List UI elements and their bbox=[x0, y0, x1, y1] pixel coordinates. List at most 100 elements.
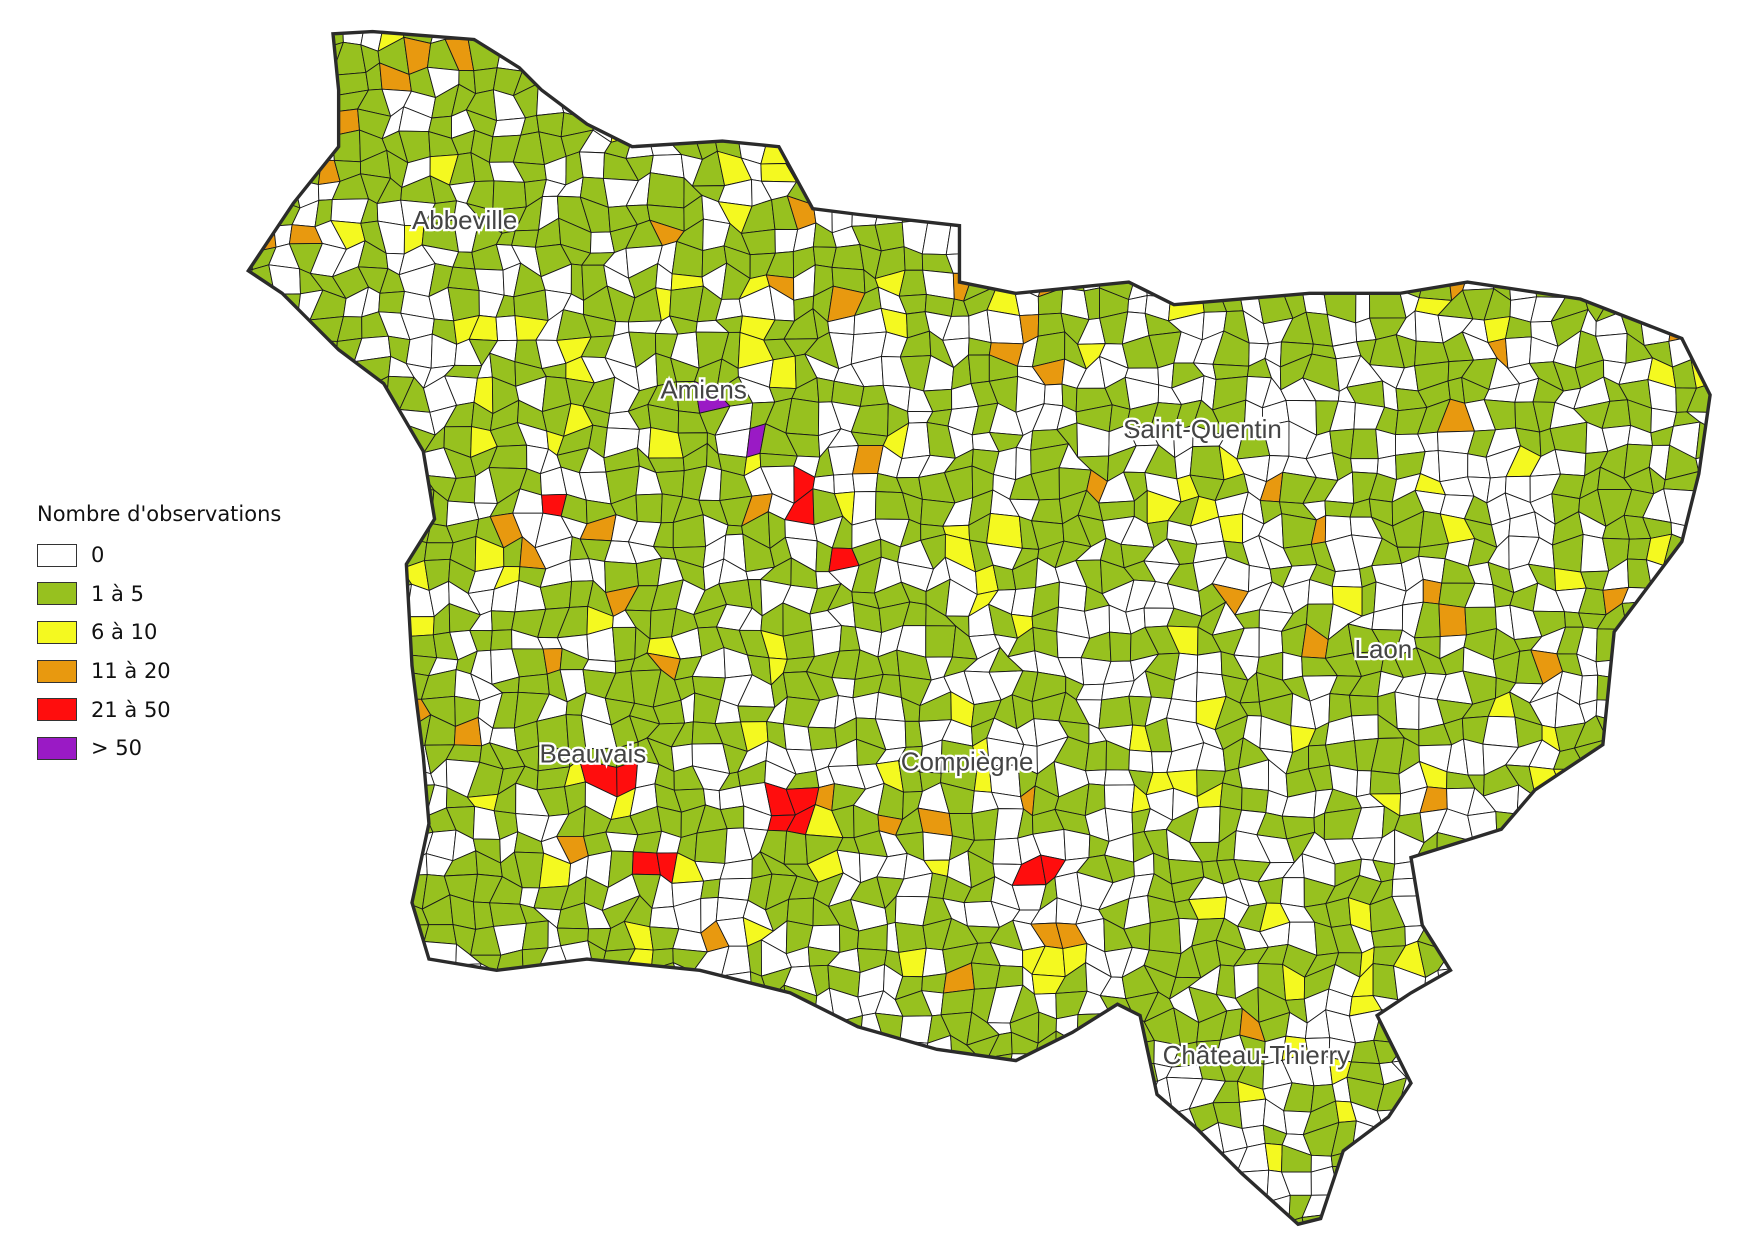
commune-cell bbox=[248, 1194, 253, 1225]
commune-cell bbox=[714, 114, 750, 143]
commune-cell bbox=[1488, 59, 1516, 97]
commune-cell bbox=[1417, 1189, 1452, 1221]
commune-cell bbox=[1007, 1078, 1046, 1104]
commune-cell bbox=[1157, 198, 1179, 232]
commune-cell bbox=[656, 87, 684, 118]
commune-cell bbox=[812, 178, 833, 211]
commune-cell bbox=[1288, 197, 1310, 229]
commune-cell bbox=[669, 1103, 704, 1127]
commune-cell bbox=[1731, 769, 1753, 798]
commune-cell bbox=[248, 316, 272, 343]
commune-cell bbox=[906, 1191, 934, 1225]
commune-cell bbox=[1578, 1126, 1600, 1153]
city-label-beauvais: Beauvais bbox=[540, 741, 647, 769]
commune-cell bbox=[378, 899, 414, 926]
commune-cell bbox=[488, 1210, 521, 1225]
commune-cell bbox=[337, 873, 368, 910]
commune-cell bbox=[872, 1080, 912, 1100]
commune-cell bbox=[1166, 83, 1195, 119]
commune-cell bbox=[674, 1124, 707, 1155]
commune-cell bbox=[1464, 924, 1491, 944]
commune-cell bbox=[786, 1103, 812, 1131]
commune-cell bbox=[1084, 176, 1111, 212]
commune-cell bbox=[380, 1167, 412, 1196]
commune-cell bbox=[291, 920, 322, 956]
commune-cell bbox=[1165, 127, 1205, 164]
commune-cell bbox=[356, 1058, 391, 1092]
commune-cell bbox=[671, 1178, 705, 1200]
commune-cell bbox=[901, 60, 933, 96]
commune-cell bbox=[948, 204, 973, 225]
commune-cell bbox=[299, 646, 322, 683]
commune-cell bbox=[311, 110, 339, 142]
commune-cell bbox=[1239, 130, 1268, 163]
commune-cell bbox=[1555, 996, 1578, 1012]
commune-cell bbox=[334, 826, 368, 862]
commune-cell bbox=[556, 61, 594, 97]
commune-cell bbox=[1528, 108, 1563, 135]
commune-cell bbox=[1260, 176, 1295, 208]
commune-cell bbox=[1030, 43, 1061, 74]
commune-cell bbox=[1327, 220, 1354, 254]
commune-cell bbox=[971, 808, 999, 841]
commune-cell bbox=[1532, 223, 1558, 255]
commune-cell bbox=[1707, 795, 1711, 816]
legend-swatch bbox=[37, 582, 77, 606]
commune-cell bbox=[996, 1193, 1015, 1217]
commune-cell bbox=[1620, 104, 1657, 140]
commune-cell bbox=[1737, 180, 1753, 211]
commune-cell bbox=[830, 1121, 867, 1152]
commune-cell bbox=[694, 88, 731, 116]
commune-cell bbox=[1598, 133, 1634, 166]
commune-cell bbox=[1514, 809, 1540, 843]
commune-cell bbox=[322, 1170, 341, 1200]
commune-cell bbox=[275, 837, 301, 851]
commune-cell bbox=[248, 42, 252, 71]
commune-cell bbox=[315, 1042, 348, 1065]
commune-cell bbox=[1438, 133, 1474, 167]
commune-cell bbox=[1015, 31, 1042, 45]
commune-cell bbox=[309, 920, 337, 956]
commune-cell bbox=[1030, 72, 1063, 96]
commune-cell bbox=[1082, 31, 1110, 44]
commune-cell bbox=[986, 309, 1025, 345]
commune-cell bbox=[1709, 581, 1711, 617]
commune-cell bbox=[311, 1075, 341, 1107]
commune-cell bbox=[1323, 31, 1357, 51]
commune-cell bbox=[1148, 60, 1171, 89]
commune-cell bbox=[248, 1017, 256, 1037]
commune-cell bbox=[1643, 1188, 1677, 1219]
commune-cell bbox=[782, 630, 815, 660]
commune-cell bbox=[1305, 86, 1340, 110]
commune-cell bbox=[1053, 1219, 1086, 1225]
commune-cell bbox=[1712, 521, 1737, 548]
commune-cell bbox=[1080, 219, 1111, 251]
commune-cell bbox=[559, 1146, 591, 1179]
commune-cell bbox=[1105, 1074, 1126, 1107]
commune-cell bbox=[248, 154, 256, 187]
commune-cell bbox=[991, 1145, 1022, 1182]
commune-cell bbox=[337, 557, 370, 590]
commune-cell bbox=[1219, 95, 1247, 118]
commune-cell bbox=[1512, 131, 1538, 162]
commune-cell bbox=[1036, 1234, 1058, 1240]
commune-cell bbox=[579, 966, 609, 1000]
commune-cell bbox=[1533, 894, 1565, 933]
commune-cell bbox=[963, 199, 999, 229]
commune-cell bbox=[287, 448, 315, 481]
commune-cell bbox=[318, 363, 344, 389]
commune-cell bbox=[940, 1193, 979, 1225]
commune-cell bbox=[829, 182, 858, 211]
commune-cell bbox=[376, 631, 406, 656]
commune-cell bbox=[1436, 1081, 1471, 1105]
commune-cell bbox=[1653, 631, 1675, 662]
commune-cell bbox=[248, 1097, 272, 1128]
commune-cell bbox=[354, 405, 387, 435]
commune-cell bbox=[1439, 1149, 1472, 1178]
commune-cell bbox=[762, 109, 794, 141]
commune-cell bbox=[1399, 82, 1429, 121]
commune-cell bbox=[1507, 837, 1540, 858]
commune-cell bbox=[1492, 1190, 1510, 1223]
commune-cell bbox=[835, 1171, 863, 1203]
commune-cell bbox=[1537, 31, 1564, 51]
